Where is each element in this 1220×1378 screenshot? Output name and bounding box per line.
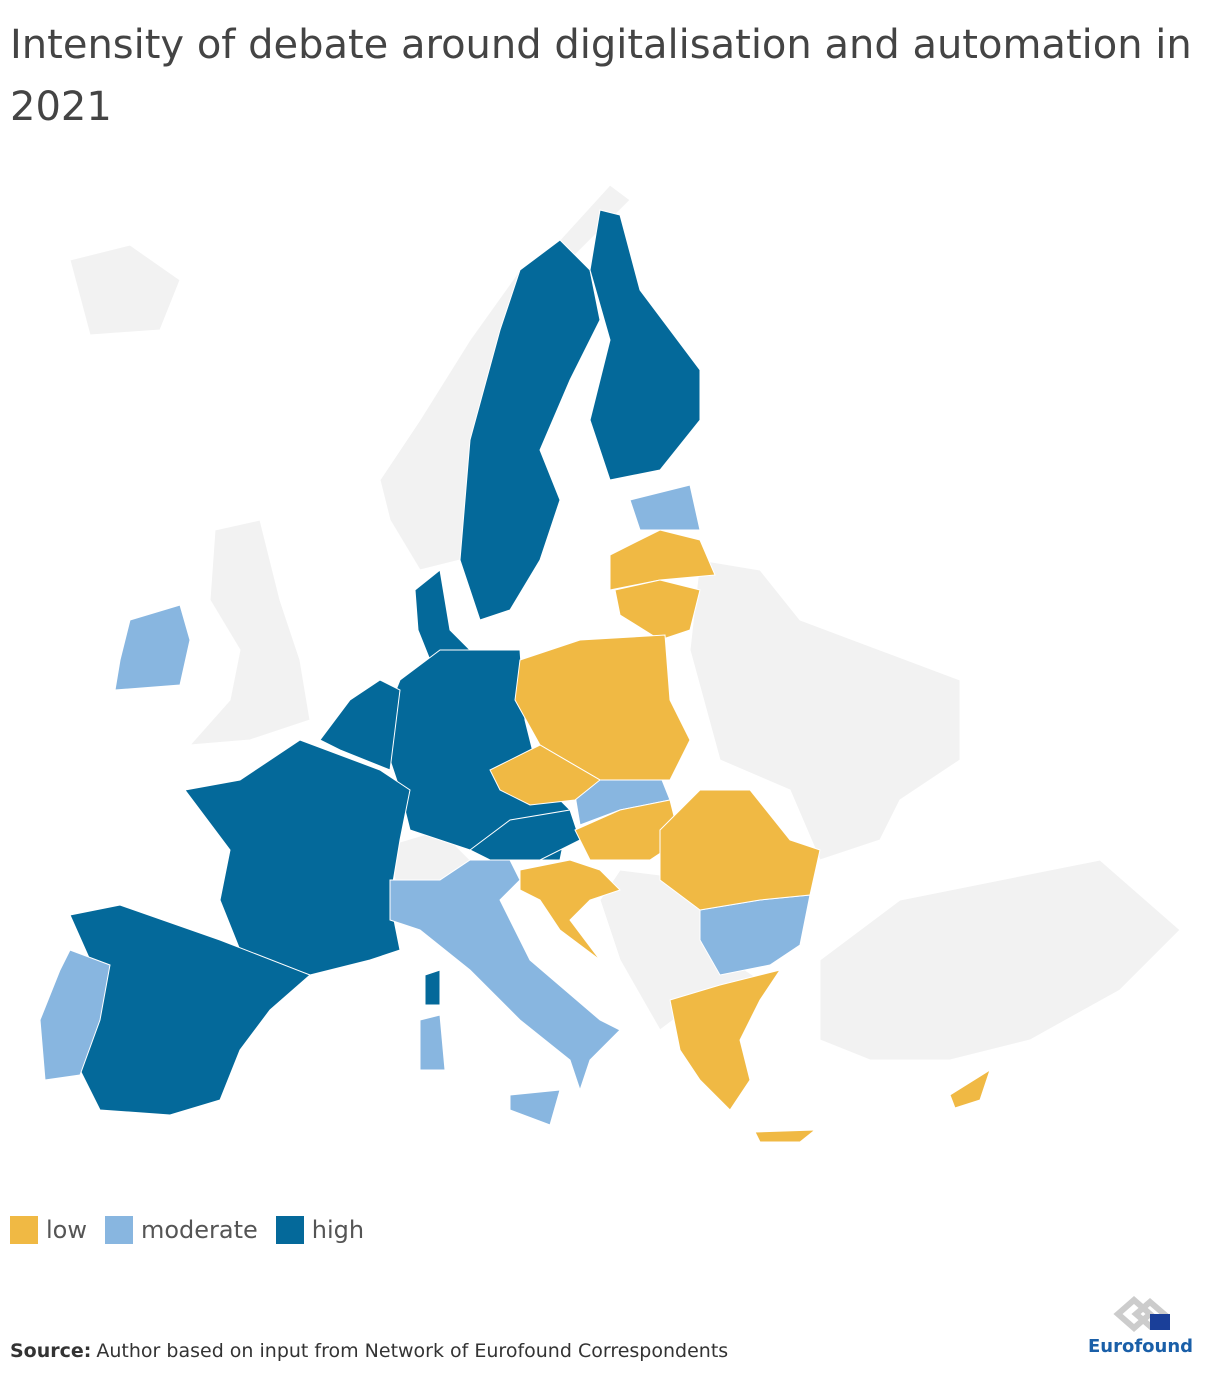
land: [188, 519, 311, 746]
logo-icon: [1113, 1296, 1170, 1332]
logo-text: Eurofound: [1088, 1336, 1194, 1357]
land: [379, 184, 631, 571]
source-label: Source:: [10, 1340, 92, 1362]
low-regions: [489, 529, 991, 1143]
region: [459, 239, 601, 621]
moderate-regions: [39, 484, 811, 1126]
legend-swatch: [275, 1216, 304, 1244]
region: [629, 484, 701, 531]
region: [519, 859, 621, 961]
logo: Eurofound: [1088, 1296, 1194, 1357]
region: [669, 969, 782, 1111]
region: [389, 859, 621, 1092]
land: [819, 859, 1181, 1061]
region: [949, 1068, 991, 1109]
legend-item: low: [10, 1216, 87, 1244]
legend-item: moderate: [104, 1216, 258, 1244]
land: [69, 244, 181, 336]
region: [414, 569, 471, 661]
map: [39, 184, 1181, 1143]
legend: low moderate high: [10, 1216, 364, 1244]
region: [424, 969, 441, 1006]
legend-label: moderate: [140, 1216, 258, 1244]
region: [614, 579, 701, 641]
region: [39, 949, 111, 1081]
land: [689, 559, 961, 861]
source: Source: Author based on input from Networ…: [10, 1340, 728, 1362]
region: [754, 1129, 817, 1143]
legend-item: high: [275, 1216, 365, 1244]
legend-label: low: [46, 1216, 87, 1244]
region: [319, 679, 401, 771]
region: [489, 744, 601, 806]
source-text: Author based on input from Network of Eu…: [96, 1340, 729, 1362]
region: [509, 1089, 561, 1126]
region: [589, 209, 701, 481]
legend-swatch: [104, 1216, 133, 1244]
legend-label: high: [311, 1216, 365, 1244]
region: [514, 634, 691, 781]
legend-swatch: [10, 1216, 38, 1244]
region: [184, 739, 411, 976]
region: [659, 789, 821, 911]
title: Intensity of debate around digitalisatio…: [10, 22, 1192, 130]
region: [114, 604, 191, 691]
region: [609, 529, 716, 591]
region: [419, 1014, 446, 1071]
